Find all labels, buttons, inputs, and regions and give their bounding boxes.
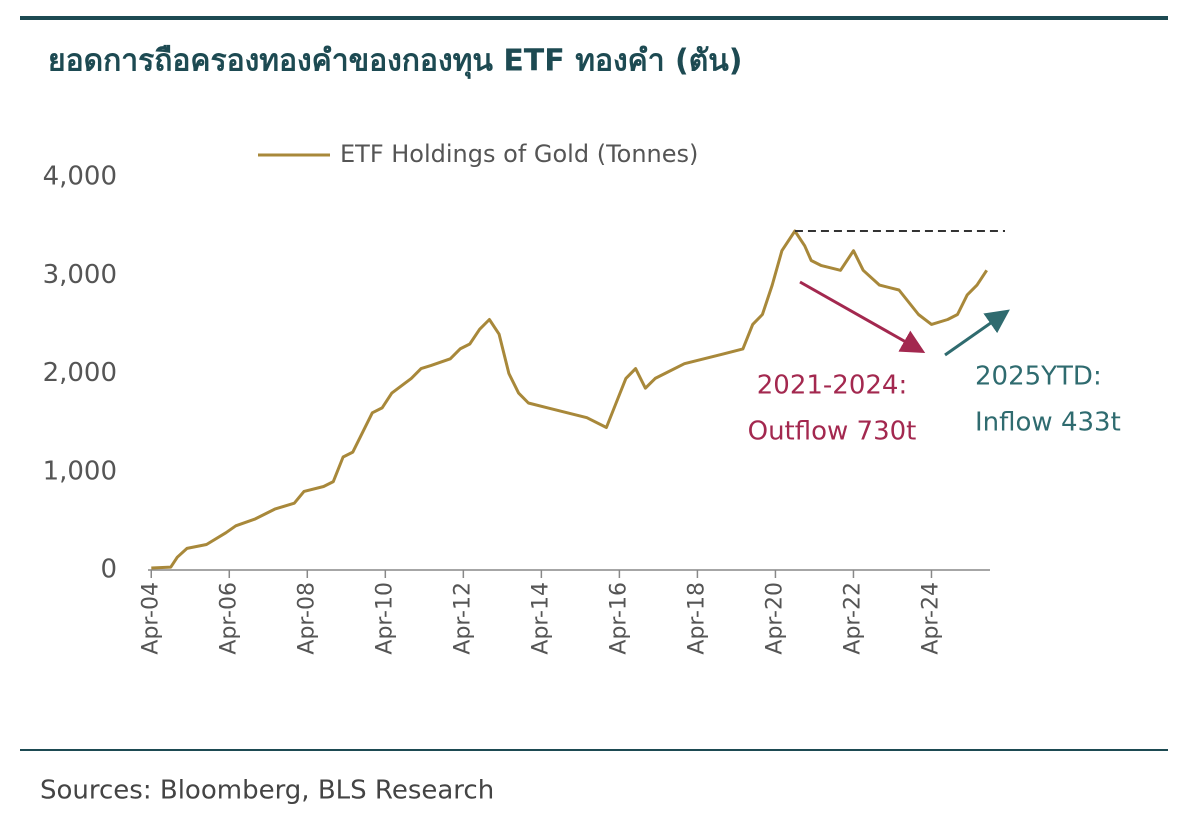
- y-tick-label: 3,000: [43, 260, 117, 290]
- x-tick-label: Apr-04: [138, 582, 163, 655]
- chart-title: ยอดการถือครองทองคำของกองทุน ETF ทองคำ (ต…: [48, 44, 742, 80]
- y-tick-label: 2,000: [43, 358, 117, 388]
- annotation: 2025YTD:: [975, 362, 1102, 392]
- x-tick-label: Apr-22: [840, 582, 865, 655]
- y-tick-label: 0: [100, 555, 117, 585]
- x-tick-label: Apr-24: [918, 582, 943, 655]
- data-line: [151, 229, 988, 570]
- x-tick-label: Apr-06: [216, 582, 241, 655]
- inflow-arrow: [944, 309, 1010, 357]
- x-tick-label: Apr-14: [528, 582, 553, 655]
- x-tick-label: Apr-20: [762, 582, 787, 655]
- x-tick-label: Apr-12: [450, 582, 475, 655]
- x-tick-label: Apr-16: [606, 582, 631, 655]
- outflow-arrow: [799, 280, 926, 353]
- x-tick-label: Apr-08: [294, 582, 319, 655]
- x-tick-label: Apr-18: [684, 582, 709, 655]
- legend-label: ETF Holdings of Gold (Tonnes): [340, 140, 698, 168]
- y-tick-label: 4,000: [43, 162, 117, 192]
- y-tick-label: 1,000: [43, 456, 117, 486]
- annotation: 2021-2024:: [757, 371, 907, 401]
- annotation: Outflow 730t: [748, 417, 917, 447]
- x-tick-label: Apr-10: [372, 582, 397, 655]
- annotation: Inflow 433t: [975, 408, 1121, 438]
- source-note: Sources: Bloomberg, BLS Research: [40, 776, 494, 806]
